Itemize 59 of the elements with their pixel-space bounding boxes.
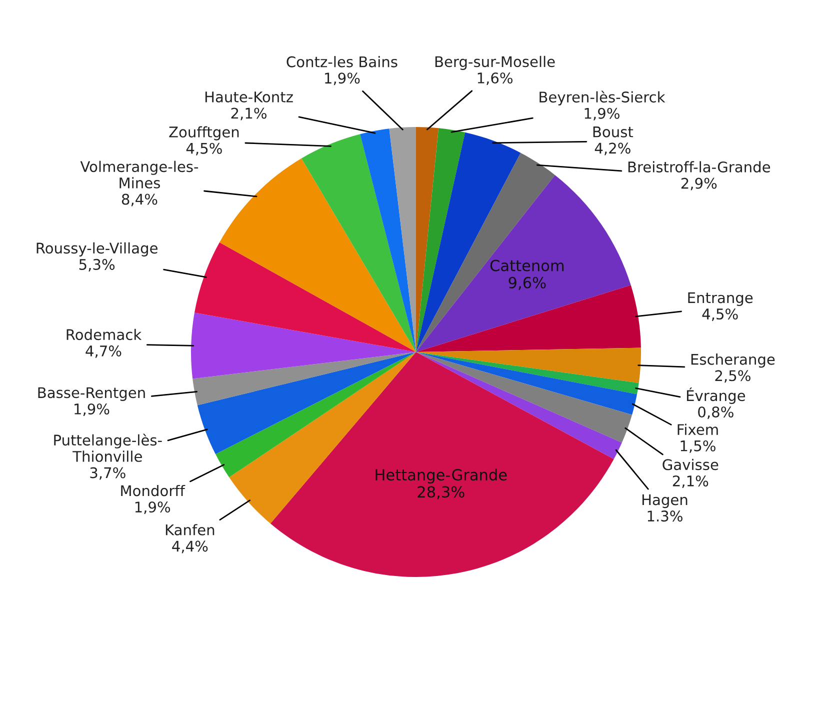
slice-label: Roussy-le-Village [36, 242, 158, 256]
data-label: 4,7% [86, 345, 122, 358]
slice-label: Gavisse [662, 458, 718, 470]
data-label: 5,3% [79, 258, 115, 272]
slice-label: Kanfen [166, 524, 214, 536]
pie-slice [194, 242, 416, 352]
pie-slice [301, 134, 416, 352]
data-label: 2,9% [681, 178, 717, 190]
slice-label: Hettange-Grande [376, 468, 507, 484]
slice-label: Volmerange-les- Mines [80, 160, 198, 188]
data-label: 1,6% [478, 72, 512, 85]
data-label: 4,5% [702, 308, 738, 322]
slice-label: Évrange [686, 387, 746, 404]
slice-label: Contz-les Bains [286, 56, 398, 68]
data-label: 8,4% [122, 194, 158, 206]
slice-label: Cattenom [490, 260, 564, 272]
data-label: 1,9% [584, 108, 620, 120]
pie-slice [191, 312, 416, 379]
pie-slice [416, 352, 632, 443]
pie-slice [220, 158, 416, 352]
pie-slice [360, 128, 416, 352]
slice-label: Rodemack [66, 328, 142, 340]
data-label: 2,5% [715, 370, 750, 383]
data-label: 1,9% [135, 502, 170, 514]
pie-slice [416, 352, 622, 460]
data-label: 28,3% [418, 486, 464, 500]
pie-slice [416, 127, 439, 352]
data-label: 9,6% [508, 276, 546, 290]
pie-slice [416, 352, 639, 394]
pie-slice [270, 352, 614, 577]
data-label: 2,1% [231, 108, 266, 120]
slice-label: Zoufftgen [169, 126, 239, 140]
slice-label: Boust [593, 126, 634, 138]
slice-label: Fixem [678, 424, 718, 436]
pie-slice [192, 352, 416, 406]
slice-label: Breistroff-la-Grande [628, 161, 770, 172]
data-label: 1,9% [74, 403, 110, 416]
slice-label: Puttelange-lès- Thionville [54, 434, 162, 462]
data-label: 3,7% [90, 467, 126, 480]
pie-slice [416, 348, 641, 384]
data-label: 4,2% [594, 142, 630, 156]
slice-label: Basse-Rentgen [38, 387, 145, 401]
data-label: 4,5% [186, 142, 222, 156]
data-label: 1.3% [648, 510, 682, 522]
data-label: 2,1% [672, 475, 708, 488]
data-label: 4,4% [172, 540, 208, 554]
slice-label: Entrange [688, 292, 753, 306]
slice-label: Hagen [642, 494, 688, 508]
slice-label: Escherange [691, 354, 775, 368]
data-label: 0,8% [698, 406, 734, 419]
slice-label: Berg-sur-Moselle [435, 56, 555, 70]
slice-label: Mondorff [121, 484, 186, 496]
pie-slice [389, 127, 416, 352]
data-label: 1,9% [325, 72, 360, 86]
data-label: 1,5% [680, 440, 716, 453]
pie-slice [416, 128, 466, 352]
pie-slice [416, 175, 631, 352]
slice-label: Beyren-lès-Sierck [540, 90, 666, 106]
slice-label: Haute-Kontz [205, 92, 293, 102]
